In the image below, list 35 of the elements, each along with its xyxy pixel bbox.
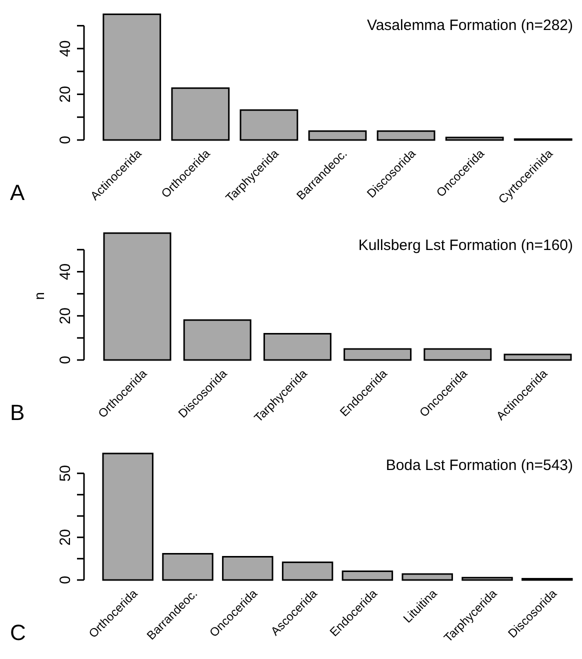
chart-title: Kullsberg Lst Formation (n=160) xyxy=(358,237,574,254)
bar xyxy=(504,354,572,361)
y-tick-label: 20 xyxy=(57,308,74,324)
bar xyxy=(162,553,214,581)
bar xyxy=(342,570,394,581)
bar xyxy=(282,562,334,581)
y-tick-label: 0 xyxy=(57,576,74,584)
y-axis-title: n xyxy=(31,292,47,300)
bar xyxy=(402,573,453,581)
bar xyxy=(424,348,492,361)
bar xyxy=(344,348,412,361)
y-tick-label: 0 xyxy=(57,356,74,364)
y-tick-label: 20 xyxy=(57,528,74,546)
bar xyxy=(445,136,504,141)
bar xyxy=(263,332,332,361)
bar xyxy=(171,87,230,141)
chart-title: Vasalemma Formation (n=282) xyxy=(366,17,573,34)
bar xyxy=(102,452,154,581)
chart-title: Boda Lst Formation (n=543) xyxy=(386,457,573,474)
text: C xyxy=(10,620,26,645)
text: B xyxy=(10,400,25,425)
bar xyxy=(103,232,172,361)
bar xyxy=(462,576,513,581)
bar xyxy=(308,130,367,141)
y-tick-label: 20 xyxy=(57,86,74,103)
bar xyxy=(183,319,252,361)
y-tick-label: 40 xyxy=(57,263,74,280)
bar xyxy=(376,130,436,141)
y-tick-label: 0 xyxy=(57,136,74,144)
bar xyxy=(102,14,162,141)
bar xyxy=(222,556,274,581)
text: A xyxy=(10,180,25,205)
y-tick-label: 50 xyxy=(57,464,74,482)
y-tick-label: 40 xyxy=(57,40,74,57)
bar xyxy=(240,109,298,141)
